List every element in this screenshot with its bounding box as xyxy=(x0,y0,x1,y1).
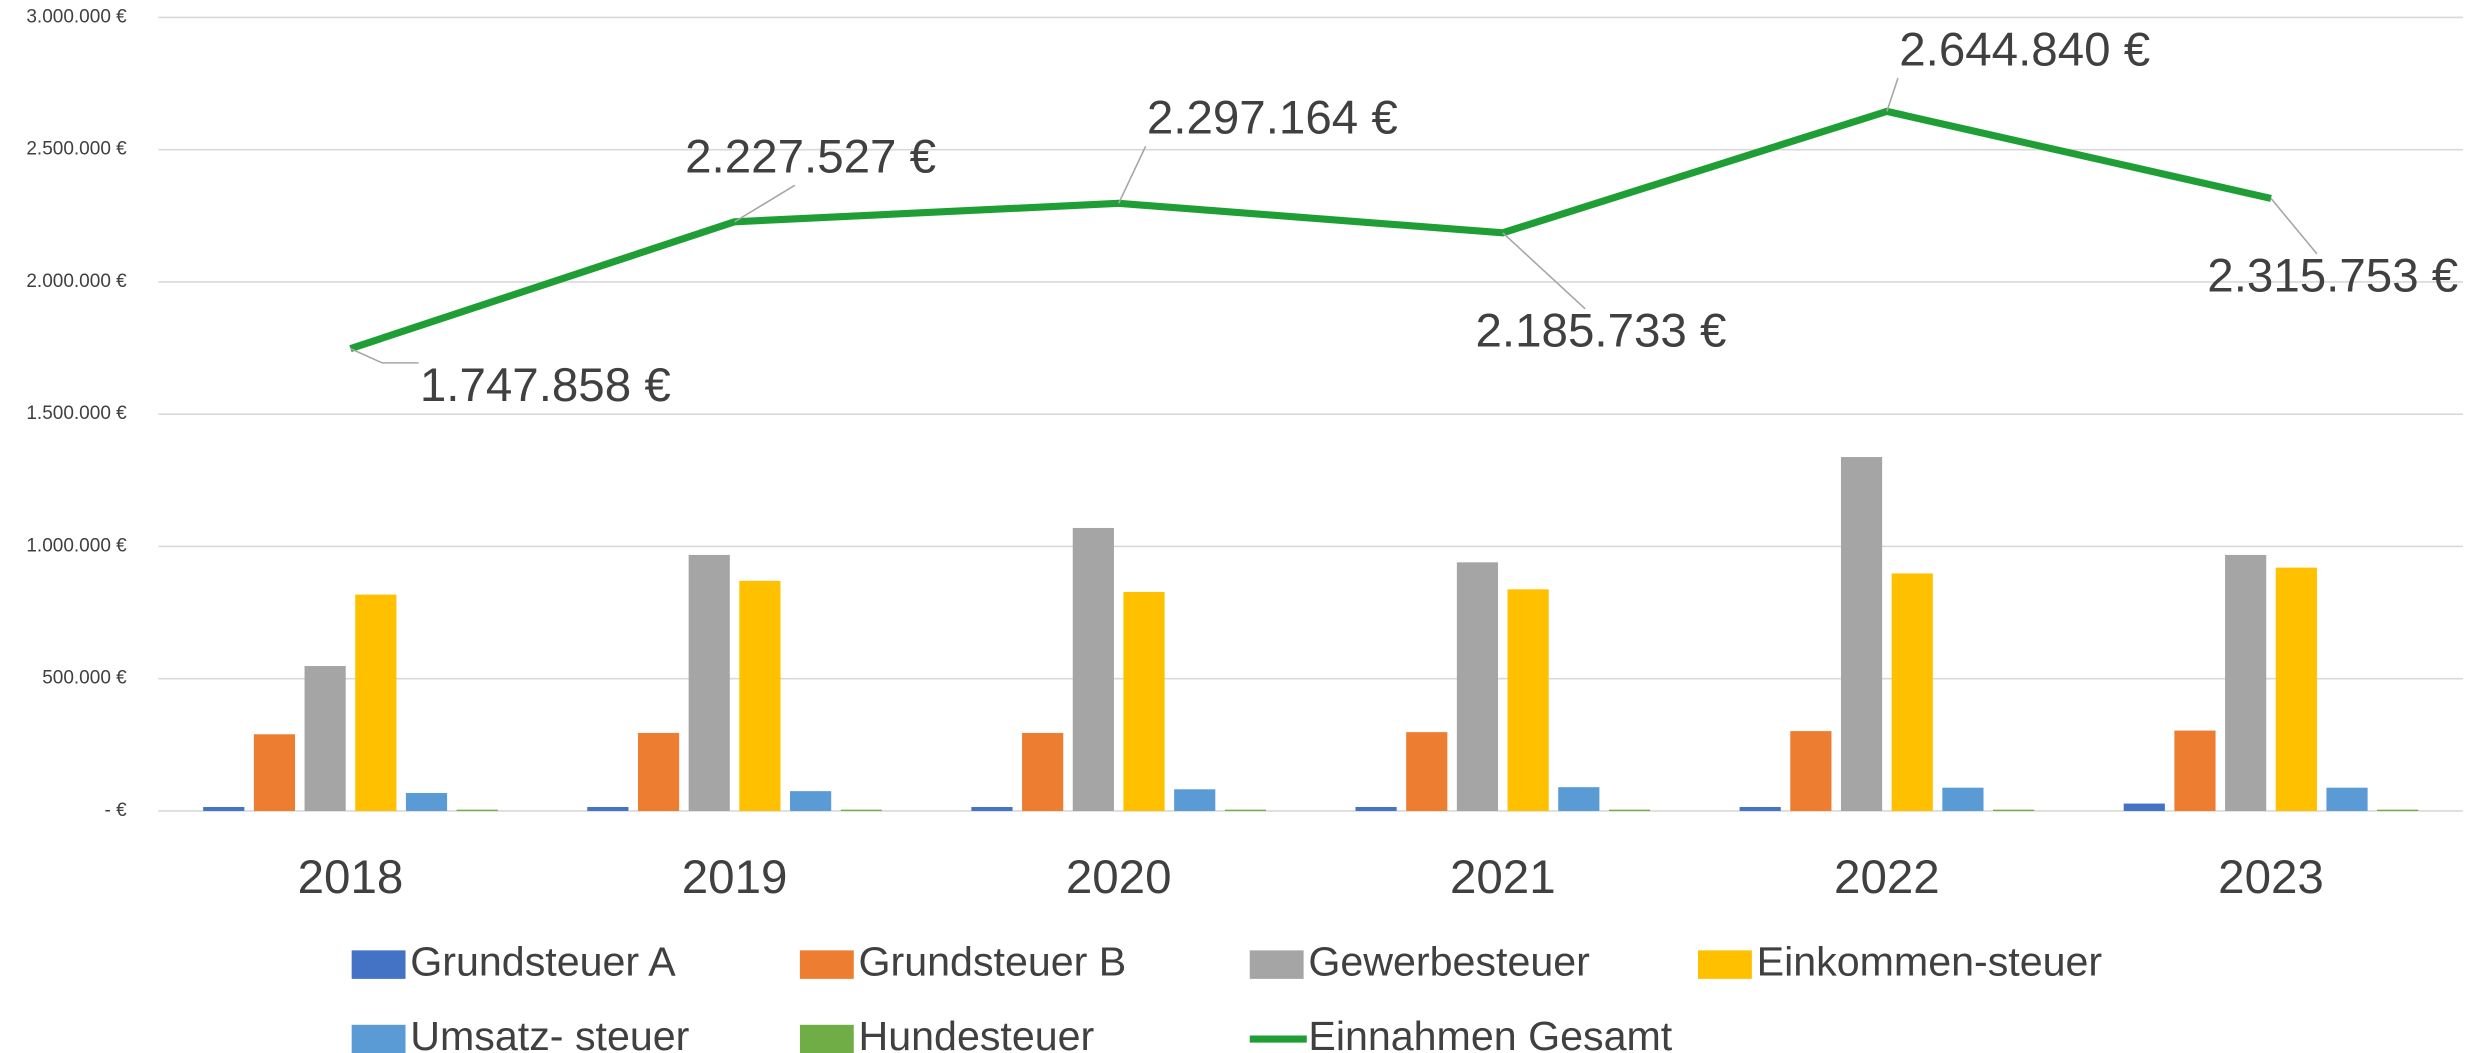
leader-line xyxy=(1886,77,1899,112)
x-tick-label: 2020 xyxy=(1066,851,1172,904)
bar xyxy=(355,594,397,811)
bar xyxy=(456,809,498,811)
bar xyxy=(2377,809,2419,811)
bar xyxy=(1739,807,1781,811)
y-tick-label: 1.500.000 € xyxy=(26,403,127,424)
leader-line xyxy=(1117,145,1147,204)
y-tick-label: - € xyxy=(105,800,128,821)
bar xyxy=(587,807,629,811)
bar xyxy=(1406,732,1448,811)
legend-swatch xyxy=(799,1024,854,1053)
bar xyxy=(1174,789,1216,811)
bar xyxy=(1072,527,1114,811)
bar xyxy=(1022,732,1064,811)
legend-label: Gewerbesteuer xyxy=(1308,938,1590,984)
bar xyxy=(2275,567,2317,811)
legend-label: Einnahmen Gesamt xyxy=(1308,1013,1672,1053)
bar xyxy=(790,791,832,811)
y-tick-label: 2.000.000 € xyxy=(26,271,127,292)
bar xyxy=(739,580,781,811)
legend-label: Grundsteuer A xyxy=(410,938,676,984)
y-tick-label: 500.000 € xyxy=(42,668,127,689)
y-tick-label: 1.000.000 € xyxy=(26,535,127,556)
y-tick-label: 3.000.000 € xyxy=(26,6,127,27)
bar xyxy=(840,809,882,811)
legend-swatch xyxy=(1698,950,1752,979)
bar xyxy=(1790,731,1832,811)
legend-swatch xyxy=(1249,950,1304,979)
leader-line xyxy=(734,184,796,223)
bar xyxy=(1942,787,1984,811)
data-label: 2.227.527 € xyxy=(685,131,936,184)
bar xyxy=(971,807,1013,811)
bar xyxy=(203,807,245,811)
legend-swatch xyxy=(351,1024,406,1053)
bar xyxy=(2123,803,2165,811)
leader-line xyxy=(2270,197,2318,255)
bar xyxy=(1840,457,1883,811)
bar xyxy=(1608,809,1651,811)
y-tick-label: 2.500.000 € xyxy=(26,139,127,160)
data-label: 1.747.858 € xyxy=(420,359,671,412)
legend-swatch xyxy=(351,950,406,979)
x-tick-label: 2019 xyxy=(682,851,788,904)
bar xyxy=(1891,573,1933,811)
bar xyxy=(1993,809,2035,811)
bar xyxy=(2174,730,2216,811)
data-label: 2.644.840 € xyxy=(1899,23,2150,76)
x-tick-label: 2022 xyxy=(1834,851,1940,904)
bar xyxy=(253,734,296,811)
legend-label: Grundsteuer B xyxy=(859,938,1127,984)
bar xyxy=(1224,809,1266,811)
bar xyxy=(637,732,680,811)
bar xyxy=(688,554,730,811)
data-label: 2.297.164 € xyxy=(1147,92,1398,145)
bar xyxy=(1123,591,1165,811)
data-label: 2.315.753 € xyxy=(2207,250,2458,303)
bar xyxy=(1507,589,1549,811)
x-tick-label: 2023 xyxy=(2218,851,2324,904)
bar xyxy=(1456,562,1499,811)
bar xyxy=(1355,807,1397,811)
x-tick-label: 2018 xyxy=(298,851,404,904)
legend-swatch xyxy=(799,950,854,979)
bar xyxy=(304,666,346,811)
legend-label: Umsatz- steuer xyxy=(410,1013,689,1053)
total-line xyxy=(349,107,2272,353)
bar xyxy=(2225,554,2267,811)
legend-label: Einkommen-steuer xyxy=(1757,938,2103,984)
bar xyxy=(1558,787,1600,811)
leader-line xyxy=(350,347,419,364)
x-tick-label: 2021 xyxy=(1450,851,1556,904)
bar xyxy=(2326,787,2368,811)
data-label: 2.185.733 € xyxy=(1476,305,1727,358)
leader-line xyxy=(1502,232,1586,310)
legend-label: Hundesteuer xyxy=(859,1013,1095,1053)
bar xyxy=(405,792,448,811)
